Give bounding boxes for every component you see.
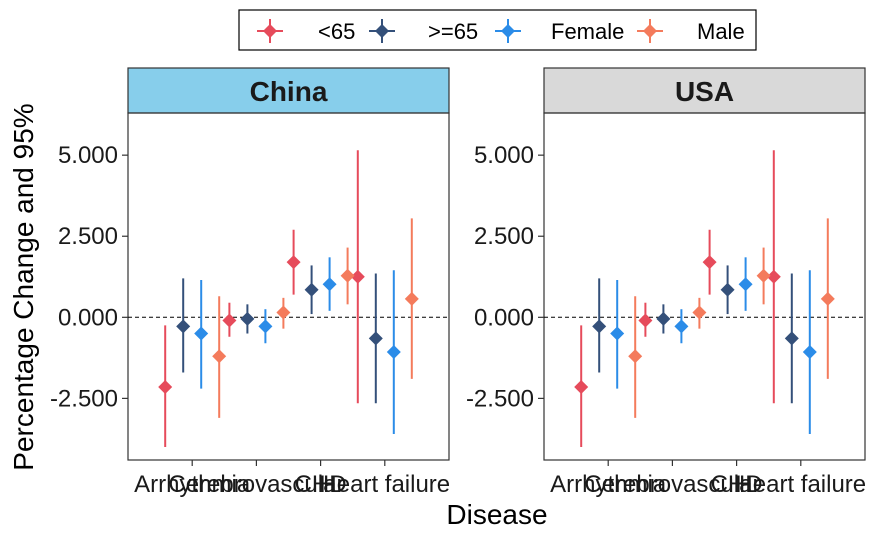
data-point <box>766 269 781 284</box>
series-female-usa <box>610 257 817 435</box>
y-tick-label-usa: 2.500 <box>474 223 534 250</box>
strip-china <box>127 67 450 114</box>
data-point <box>176 319 191 334</box>
data-point <box>340 268 355 283</box>
data-point <box>702 255 717 270</box>
y-tick-label-usa: 5.000 <box>474 142 534 169</box>
x-tick-label-usa: Heart failure <box>735 471 866 498</box>
series-male-china <box>212 218 419 418</box>
data-point <box>674 319 689 334</box>
legend-marker-65-plus <box>375 24 389 38</box>
x-tick-label-china: Arrhythmia <box>134 471 251 498</box>
x-tick-label-usa: Arrhythmia <box>550 471 667 498</box>
data-point <box>194 326 209 341</box>
y-tick-label-china: 5.000 <box>58 142 118 169</box>
series-65-plus-usa <box>592 265 799 404</box>
y-tick-label-usa: 0.000 <box>474 304 534 331</box>
series-under-65-usa <box>574 150 781 448</box>
y-tick-label-china: 0.000 <box>58 304 118 331</box>
x-tick-label-china: Cerebrovascular <box>168 471 344 498</box>
panel-border-china <box>127 112 450 461</box>
data-point <box>276 305 291 320</box>
data-point <box>756 268 771 283</box>
data-point <box>820 291 835 306</box>
data-point <box>368 331 383 346</box>
data-point <box>628 349 643 364</box>
data-point <box>720 282 735 297</box>
data-point <box>404 291 419 306</box>
legend-label-male: Male <box>697 19 745 44</box>
data-point <box>258 319 273 334</box>
series-female-china <box>194 257 401 435</box>
data-point <box>738 277 753 292</box>
panel-usa: USA -2.500 0.000 2.500 5.000 ArrhythmiaCerebr… <box>466 67 866 498</box>
data-point <box>158 380 173 395</box>
data-point <box>656 311 671 326</box>
legend: <65 >=65 Female Male <box>238 9 757 51</box>
series-under-65-china <box>158 150 365 448</box>
y-tick-label-china: 2.500 <box>58 223 118 250</box>
legend-marker-female <box>501 24 515 38</box>
legend-marker-under-65 <box>263 24 277 38</box>
y-axis-title: Percentage Change and 95% <box>8 103 39 470</box>
series-male-usa <box>628 218 835 418</box>
data-point <box>322 277 337 292</box>
x-axis-title: Disease <box>446 499 547 530</box>
y-tick-label-usa: -2.500 <box>466 385 534 412</box>
strip-usa <box>543 67 866 114</box>
legend-label-female: Female <box>551 19 624 44</box>
legend-label-under-65: <65 <box>318 19 355 44</box>
panel-border-usa <box>543 112 866 461</box>
data-point <box>222 313 237 328</box>
strip-label-china: China <box>250 76 328 107</box>
data-point <box>592 319 607 334</box>
x-tick-label-china: CHD <box>295 471 347 498</box>
data-point <box>692 305 707 320</box>
legend-label-65-plus: >=65 <box>428 19 478 44</box>
data-point <box>350 269 365 284</box>
legend-marker-male <box>643 24 657 38</box>
data-point <box>802 345 817 360</box>
x-tick-label-usa: CHD <box>711 471 763 498</box>
data-point <box>212 349 227 364</box>
series-65-plus-china <box>176 265 383 404</box>
data-point <box>304 282 319 297</box>
data-point <box>386 345 401 360</box>
data-point <box>638 313 653 328</box>
data-point <box>574 380 589 395</box>
chart-panels: China-2.5000.0002.5005.000ArrhythmiaCere… <box>50 67 866 498</box>
x-tick-label-china: Heart failure <box>319 471 450 498</box>
strip-label-usa: USA <box>675 76 734 107</box>
data-point <box>286 255 301 270</box>
y-tick-label-china: -2.500 <box>50 385 118 412</box>
data-point <box>610 326 625 341</box>
data-point <box>240 311 255 326</box>
panel-china: China -2.500 0.000 2.500 5.000 ArrhythmiaCere… <box>50 67 450 498</box>
data-point <box>784 331 799 346</box>
x-tick-label-usa: Cerebrovascular <box>584 471 760 498</box>
